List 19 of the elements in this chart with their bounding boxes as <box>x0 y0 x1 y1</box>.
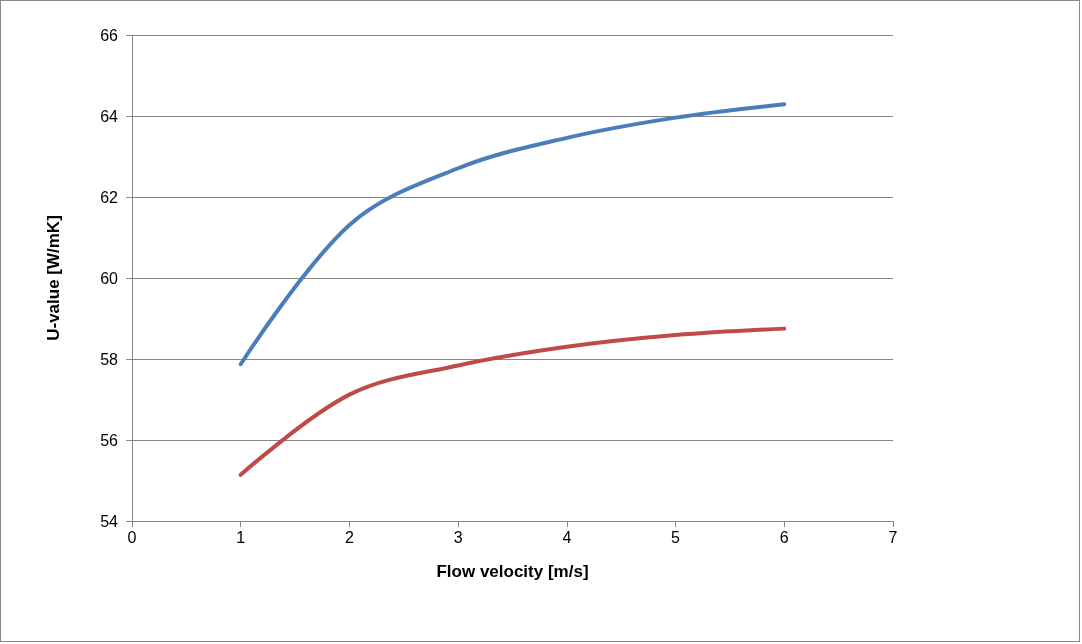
x-tick-label: 7 <box>888 528 898 546</box>
y-tick-label: 64 <box>100 107 119 125</box>
x-tick-label: 2 <box>344 528 354 546</box>
y-tick-label: 58 <box>100 350 119 368</box>
line-series <box>238 326 787 477</box>
y-tick-label: 66 <box>100 26 119 44</box>
y-tick-label: 60 <box>100 269 119 287</box>
y-tick-label: 56 <box>100 431 119 449</box>
x-tick-label: 0 <box>127 528 137 546</box>
line-series <box>238 102 787 367</box>
x-axis-title: Flow velocity [m/s] <box>436 562 589 581</box>
x-tick-label: 6 <box>779 528 789 546</box>
y-axis-title: U-value [W/mK] <box>44 215 63 341</box>
x-tick-label: 1 <box>236 528 246 546</box>
x-tick-label: 5 <box>671 528 681 546</box>
y-tick-label: 54 <box>100 512 119 530</box>
x-tick-label: 3 <box>453 528 463 546</box>
x-tick-label: 4 <box>562 528 572 546</box>
y-tick-label: 62 <box>100 188 119 206</box>
